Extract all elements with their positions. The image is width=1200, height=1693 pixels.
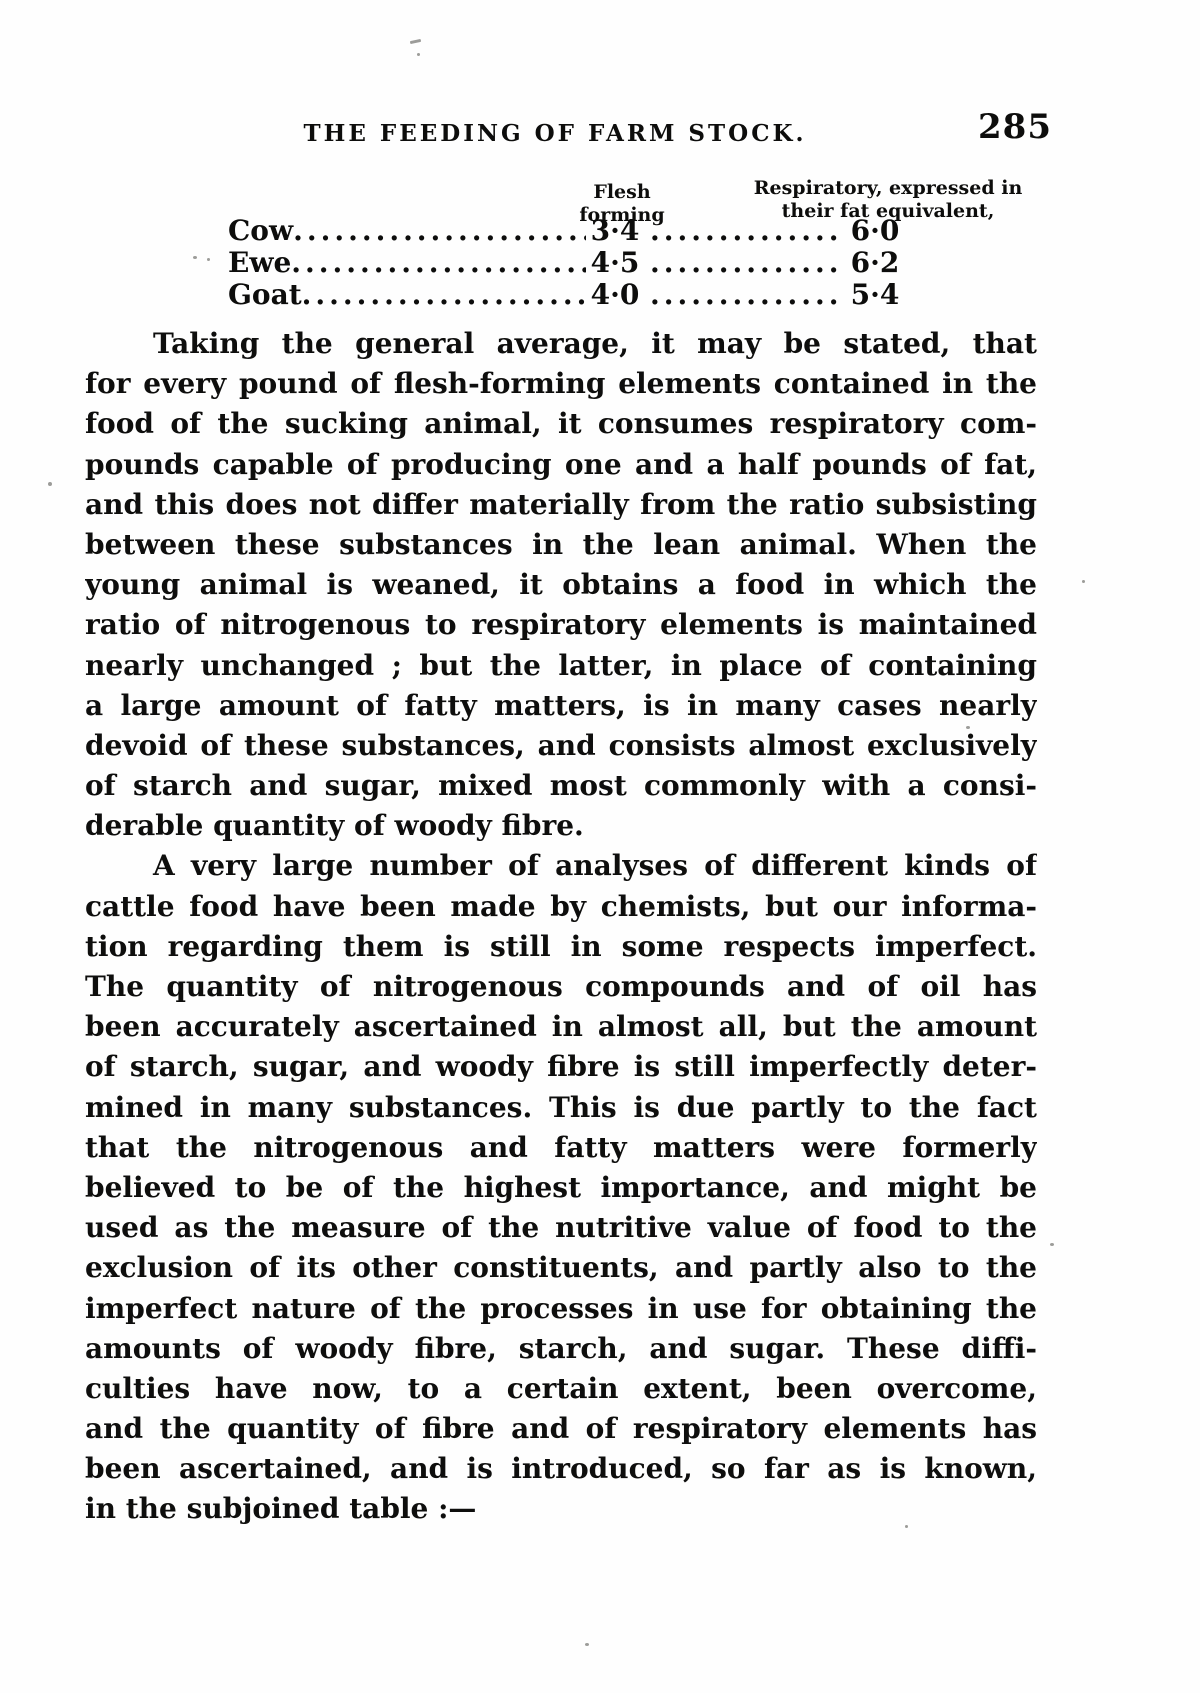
- body-line: been accurately ascertained in almost al…: [85, 1010, 1037, 1044]
- body-line: of starch and sugar, mixed most commonly…: [85, 769, 1037, 803]
- body-line: The quantity of nitrogenous compounds an…: [85, 970, 1037, 1003]
- scan-speck: [193, 256, 197, 259]
- respiratory-value: 6·2: [850, 246, 900, 279]
- body-line: in the subjoined table :—: [85, 1492, 477, 1526]
- table-column-header-flesh-forming: Flesh forming: [522, 181, 722, 227]
- scan-speck: [409, 38, 422, 45]
- body-line: of starch, sugar, and woody fibre is sti…: [85, 1050, 1037, 1084]
- col2-line2: their fat equivalent,: [781, 200, 995, 222]
- body-text: Taking the general average, it may be st…: [85, 324, 1037, 1530]
- table-row: Goat....................................…: [228, 279, 918, 311]
- body-line: tion regarding them is still in some res…: [85, 929, 1037, 963]
- body-line: and the quantity of fibre and of respira…: [85, 1412, 1037, 1446]
- body-line: devoid of these substances, and consists…: [85, 728, 1037, 762]
- body-line: food of the sucking animal, it consumes …: [85, 407, 1037, 441]
- body-line: young animal is weaned, it obtains a foo…: [85, 568, 1037, 602]
- body-line: that the nitrogenous and fatty matters w…: [85, 1130, 1037, 1164]
- scan-speck: [417, 53, 420, 56]
- dot-leader: ........................................…: [291, 247, 586, 279]
- running-head-title: THE FEEDING OF FARM STOCK.: [303, 120, 807, 147]
- body-line: mined in many substances. This is due pa…: [85, 1090, 1037, 1124]
- dot-leader: ........................................…: [301, 279, 586, 311]
- body-line: exclusion of its other constituents, and…: [85, 1251, 1037, 1285]
- body-line: imperfect nature of the processes in use…: [85, 1291, 1037, 1325]
- body-line: pounds capable of producing one and a ha…: [85, 447, 1037, 481]
- dot-leader: ........................................…: [650, 215, 842, 247]
- scan-speck: [207, 258, 210, 261]
- scan-speck: [48, 482, 52, 486]
- table-row: Ewe.....................................…: [228, 247, 918, 279]
- scan-speck: [905, 1525, 908, 1528]
- respiratory-value: 6·0: [850, 214, 900, 247]
- page-number: 285: [978, 107, 1052, 147]
- body-line: used as the measure of the nutritive val…: [85, 1211, 1037, 1245]
- flesh-forming-value: 4·5: [590, 246, 640, 279]
- scan-speck: [585, 1643, 589, 1646]
- body-line: nearly unchanged ; but the latter, in pl…: [85, 648, 1037, 682]
- col1-line2: forming: [579, 204, 665, 226]
- table-column-header-respiratory: Respiratory, expressed in their fat equi…: [718, 177, 1058, 223]
- body-line: ratio of nitrogenous to respiratory elem…: [85, 608, 1037, 642]
- row-label: Goat: [228, 279, 302, 311]
- body-line: Taking the general average, it may be st…: [153, 327, 1037, 360]
- body-line: and this does not differ materially from…: [85, 487, 1037, 521]
- scan-speck: [1082, 580, 1085, 583]
- scan-speck: [1050, 1243, 1054, 1246]
- dot-leader: ........................................…: [293, 215, 586, 247]
- body-line: a large amount of fatty matters, is in m…: [85, 688, 1037, 722]
- scan-speck: [966, 726, 970, 729]
- flesh-forming-value: 3·4: [590, 214, 640, 247]
- body-line: culties have now, to a certain extent, b…: [85, 1371, 1037, 1405]
- row-label: Cow: [228, 215, 294, 247]
- table-rows: Cow.....................................…: [228, 215, 918, 311]
- body-line: cattle food have been made by chemists, …: [85, 889, 1037, 923]
- flesh-forming-value: 4·0: [590, 278, 640, 311]
- row-label: Ewe: [228, 247, 292, 279]
- table-row: Cow.....................................…: [228, 215, 918, 247]
- body-line: A very large number of analyses of diffe…: [153, 849, 1037, 883]
- dot-leader: ........................................…: [650, 247, 842, 279]
- body-line: derable quantity of woody fibre.: [85, 809, 584, 843]
- body-line: for every pound of flesh-forming element…: [85, 367, 1037, 401]
- body-line: believed to be of the highest importance…: [85, 1170, 1037, 1204]
- body-line: amounts of woody fibre, starch, and suga…: [85, 1331, 1037, 1365]
- dot-leader: ........................................…: [650, 279, 842, 311]
- col1-line1: Flesh: [593, 181, 651, 203]
- col2-line1: Respiratory, expressed in: [753, 177, 1023, 199]
- body-line: between these substances in the lean ani…: [85, 527, 1037, 561]
- respiratory-value: 5·4: [850, 278, 900, 311]
- body-line: been ascertained, and is introduced, so …: [85, 1452, 1037, 1486]
